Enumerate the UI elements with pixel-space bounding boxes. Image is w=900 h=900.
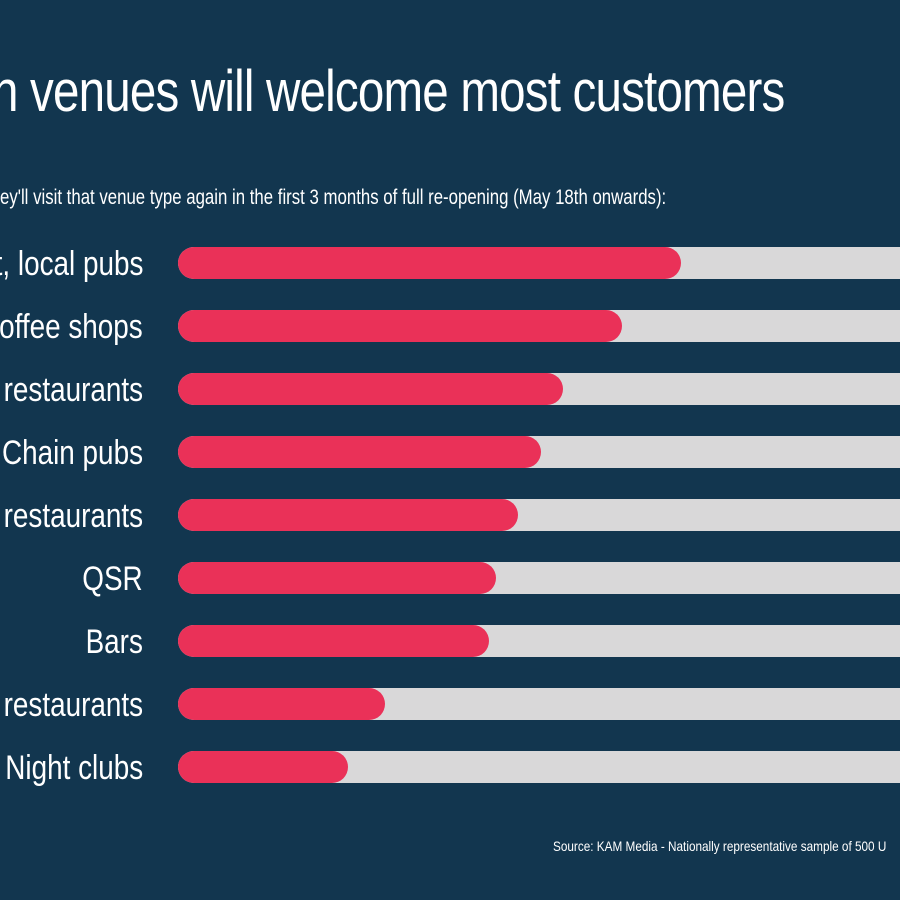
category-label: t, local pubs <box>0 245 143 283</box>
bar-row: restaurants <box>0 686 900 724</box>
bar-track <box>178 499 900 531</box>
bar <box>178 688 385 720</box>
bar-row: Bars <box>0 623 900 661</box>
bar-row: restaurants <box>0 497 900 535</box>
category-label: restaurants <box>3 497 143 535</box>
bar-track <box>178 247 900 279</box>
bar <box>178 247 681 279</box>
chart-title: h venues will welcome most customers <box>0 59 785 124</box>
category-label: restaurants <box>3 371 143 409</box>
bar-row: Coffee shops <box>0 308 900 346</box>
bar <box>178 625 489 657</box>
bar-row: t, local pubs <box>0 245 900 283</box>
category-label: restaurants <box>3 686 143 724</box>
category-label: Night clubs <box>5 749 143 787</box>
bar <box>178 751 348 783</box>
bar-track <box>178 436 900 468</box>
category-label: Coffee shops <box>0 308 143 346</box>
chart-subtitle: ey'll visit that venue type again in the… <box>0 186 667 209</box>
bar-track <box>178 688 900 720</box>
bar-track <box>178 625 900 657</box>
category-label: QSR <box>82 560 143 598</box>
bar-track <box>178 751 900 783</box>
bar-track <box>178 562 900 594</box>
bar-row: Night clubs <box>0 749 900 787</box>
bar-track <box>178 373 900 405</box>
bar <box>178 499 518 531</box>
bar-row: Chain pubs <box>0 434 900 472</box>
source-note: Source: KAM Media - Nationally represent… <box>553 838 887 854</box>
bar-track <box>178 310 900 342</box>
category-label: Chain pubs <box>1 434 143 472</box>
bar <box>178 373 563 405</box>
bar <box>178 562 496 594</box>
bar <box>178 310 622 342</box>
category-label: Bars <box>85 623 143 661</box>
bar <box>178 436 541 468</box>
bar-row: restaurants <box>0 371 900 409</box>
bar-row: QSR <box>0 560 900 598</box>
